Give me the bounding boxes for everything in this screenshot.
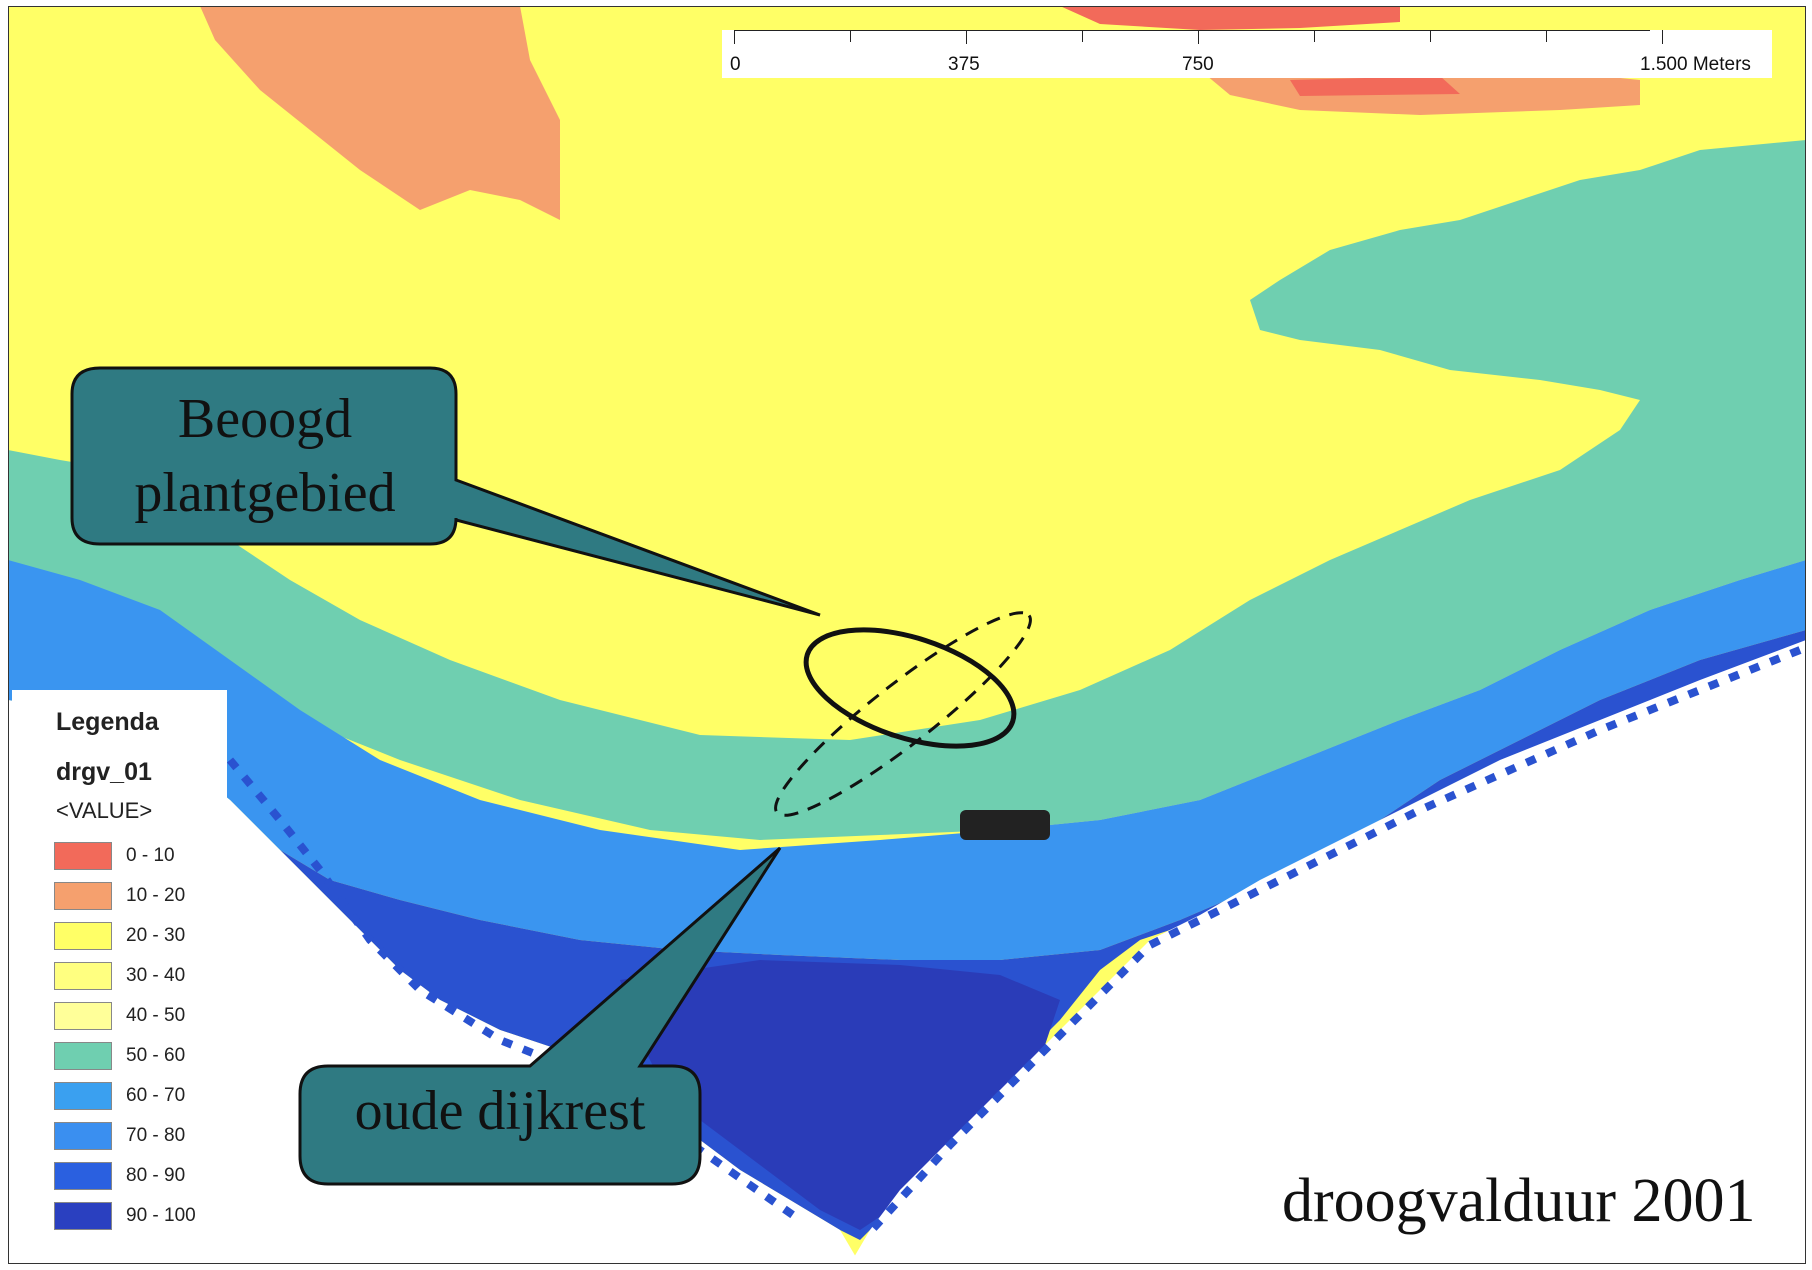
- legend-item: 40 - 50: [54, 1002, 224, 1032]
- legend-layer-name: drgv_01: [56, 758, 152, 786]
- legend-item: 30 - 40: [54, 962, 224, 992]
- scale-label-750: 750: [1182, 54, 1214, 75]
- legend-item: 60 - 70: [54, 1082, 224, 1112]
- legend-swatch: [54, 1082, 112, 1110]
- callout-old-dike-bubble: [298, 846, 782, 1186]
- planting-area-ellipse: [803, 627, 1017, 749]
- legend-swatch: [54, 1202, 112, 1230]
- legend-field-name: <VALUE>: [56, 798, 153, 823]
- scale-tick: [850, 30, 851, 42]
- legend-item: 80 - 90: [54, 1162, 224, 1192]
- zone-50-60: [8, 140, 1806, 840]
- legend-item-label: 20 - 30: [126, 925, 186, 946]
- zone-0-10-north: [1060, 6, 1400, 30]
- legend-item-label: 60 - 70: [126, 1085, 186, 1106]
- scale-tick: [1082, 30, 1083, 42]
- legend-item-label: 0 - 10: [126, 845, 175, 866]
- zone-10-20-northwest: [200, 6, 560, 220]
- scale-tick: [1546, 30, 1547, 42]
- legend-swatch: [54, 1122, 112, 1150]
- nodata-southeast: [850, 640, 1806, 1264]
- callout-planting-area-line2: plantgebied: [134, 462, 396, 524]
- zone-80-100: [230, 630, 1806, 1240]
- legend-item-label: 50 - 60: [126, 1045, 186, 1066]
- legend-swatch: [54, 842, 112, 870]
- legend-swatch: [54, 922, 112, 950]
- scale-bar: 0 375 750 1.500 Meters: [722, 30, 1772, 78]
- legend-panel: Legenda drgv_01 <VALUE> 0 - 10 10 - 20 20 …: [12, 690, 227, 1246]
- zone-90-100: [620, 960, 1060, 1230]
- scale-label-1500: 1.500 Meters: [1640, 54, 1751, 75]
- scale-tick: [966, 30, 967, 44]
- scale-tick: [1198, 30, 1199, 44]
- legend-item: 70 - 80: [54, 1122, 224, 1152]
- callout-planting-area-line1: Beoogd: [177, 388, 353, 450]
- legend-item: 0 - 10: [54, 842, 224, 872]
- scale-tick: [1314, 30, 1315, 42]
- legend-swatch: [54, 882, 112, 910]
- scale-tick: [1662, 30, 1663, 44]
- legend-item: 10 - 20: [54, 882, 224, 912]
- dike-pixel-band: [867, 646, 1802, 1235]
- legend-swatch: [54, 1042, 112, 1070]
- scale-tick: [734, 30, 735, 44]
- legend-item: 20 - 30: [54, 922, 224, 952]
- scale-label-0: 0: [730, 54, 741, 75]
- legend-item-label: 80 - 90: [126, 1165, 186, 1186]
- measurement-points: [960, 810, 1050, 840]
- legend-item: 50 - 60: [54, 1042, 224, 1072]
- scale-tick: [1430, 30, 1431, 42]
- callout-old-dike-text: oude dijkrest: [354, 1080, 646, 1142]
- legend-title: Legenda: [56, 708, 159, 736]
- callout-planting-area-text: Beoogd plantgebied: [70, 382, 460, 530]
- legend-item-label: 40 - 50: [126, 1005, 186, 1026]
- zone-60-80: [8, 560, 1806, 960]
- zone-0-10-north-strip: [1290, 76, 1460, 96]
- legend-swatch: [54, 1002, 112, 1030]
- scale-bar-line: [734, 30, 1650, 31]
- legend-swatch: [54, 1162, 112, 1190]
- legend-item-label: 70 - 80: [126, 1125, 186, 1146]
- legend-item-label: 10 - 20: [126, 885, 186, 906]
- legend-item: 90 - 100: [54, 1202, 224, 1232]
- legend-swatch: [54, 962, 112, 990]
- legend-item-label: 30 - 40: [126, 965, 186, 986]
- legend-item-label: 90 - 100: [126, 1205, 196, 1226]
- scale-label-375: 375: [948, 54, 980, 75]
- map-title: droogvalduur 2001: [1282, 1167, 1756, 1235]
- callout-planting-area-bubble: [70, 366, 821, 617]
